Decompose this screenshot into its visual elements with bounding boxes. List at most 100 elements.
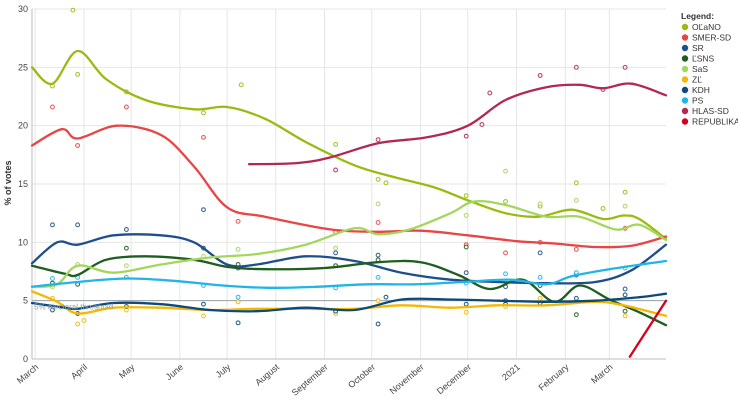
x-tick-label: December xyxy=(435,362,473,396)
poll-point-smer-sd xyxy=(573,246,579,252)
legend-label-kdh: KDH xyxy=(692,85,710,95)
trend-line-republika xyxy=(628,299,668,358)
poll-point-zl xyxy=(75,321,81,327)
poll-point-hlas-sd xyxy=(622,64,628,70)
label-layer: % of votes 5% electoral threshold xyxy=(3,160,113,311)
poll-point-smer-sd xyxy=(503,250,508,256)
poll-point-kdh xyxy=(50,307,55,313)
x-tick-label: May xyxy=(117,362,137,381)
legend-marker-lsns xyxy=(681,55,689,62)
legend-label-olano: OĽaNO xyxy=(692,22,721,32)
trend-line-kdh xyxy=(30,292,668,313)
trend-line-smer-sd xyxy=(30,124,668,249)
trend-line-olano xyxy=(30,49,668,240)
legend-label-zl: ZĽ xyxy=(692,75,702,85)
poll-point-olano xyxy=(238,82,244,88)
trend-lines-layer xyxy=(30,49,668,358)
poll-point-smer-sd xyxy=(123,104,129,110)
poll-point-olano xyxy=(70,7,76,13)
y-tick-label: 10 xyxy=(18,237,28,247)
poll-point-zl xyxy=(622,313,628,319)
poll-point-ps xyxy=(503,271,508,277)
y-tick-label: 25 xyxy=(18,62,28,72)
poll-point-hlas-sd xyxy=(463,133,469,139)
poll-point-ps xyxy=(537,274,543,280)
y-tick-label: 5 xyxy=(23,296,28,306)
legend-marker-republika xyxy=(681,118,689,125)
poll-point-smer-sd xyxy=(375,220,381,225)
legend-label-smer-sd: SMER-SD xyxy=(692,33,731,43)
legend-marker-zl xyxy=(681,76,689,83)
legend-label-hlas-sd: HLAS-SD xyxy=(692,106,729,116)
poll-point-sas xyxy=(235,246,241,252)
legend-marker-smer-sd xyxy=(681,34,689,41)
poll-point-zl xyxy=(375,298,381,304)
poll-point-sr xyxy=(463,270,469,276)
poll-point-smer-sd xyxy=(50,104,55,110)
poll-point-sas xyxy=(123,263,129,269)
poll-point-olano xyxy=(573,180,579,186)
poll-point-sr xyxy=(622,286,628,292)
legend-label-ps: PS xyxy=(692,96,704,106)
poll-point-sas xyxy=(333,245,339,251)
x-tick-label: September xyxy=(290,362,330,398)
poll-point-smer-sd xyxy=(75,143,81,148)
legend-title: Legend: xyxy=(681,11,714,21)
poll-point-zl xyxy=(463,309,469,315)
x-tick-label: August xyxy=(253,362,281,388)
x-tick-label: March xyxy=(589,362,615,386)
legend-label-sr: SR xyxy=(692,43,704,53)
x-tick-label: April xyxy=(69,362,89,381)
poll-point-sas xyxy=(375,201,381,207)
poll-point-olano xyxy=(503,199,508,204)
poll-point-zl xyxy=(81,318,87,323)
poll-point-hlas-sd xyxy=(487,90,493,96)
poll-point-kdh xyxy=(383,294,389,300)
x-tick-label: October xyxy=(346,362,377,390)
poll-point-sas xyxy=(503,168,508,174)
poll-point-hlas-sd xyxy=(479,122,485,127)
trend-line-lsns xyxy=(30,255,668,327)
poll-point-zl xyxy=(537,295,543,301)
trend-line-sr xyxy=(30,233,668,285)
legend-marker-sr xyxy=(681,44,689,52)
legend: Legend: OĽaNOSMER-SDSRĽSNSSaSZĽKDHPSHLAS… xyxy=(681,11,738,127)
x-tick-label: July xyxy=(214,362,233,380)
poll-point-sr xyxy=(123,227,129,232)
poll-point-olano xyxy=(600,206,606,211)
legend-label-republika: REPUBLIKA xyxy=(692,117,738,127)
x-tick-label: November xyxy=(388,362,426,396)
legend-marker-ps xyxy=(681,97,689,104)
poll-point-sas xyxy=(622,203,628,209)
legend-marker-sas xyxy=(681,65,689,73)
threshold-label: 5% electoral threshold xyxy=(34,303,113,312)
legend-marker-hlas-sd xyxy=(681,107,689,115)
poll-point-olano xyxy=(463,193,469,199)
x-tick-label: 2021 xyxy=(500,362,522,383)
x-tick-label: February xyxy=(537,362,571,393)
poll-point-sas xyxy=(463,213,469,218)
poll-point-ps xyxy=(235,294,241,300)
poll-point-ps xyxy=(50,276,55,281)
poll-point-lsns xyxy=(123,245,129,251)
poll-point-hlas-sd xyxy=(333,167,339,173)
y-axis-title: % of votes xyxy=(3,160,13,205)
poll-point-smer-sd xyxy=(201,134,206,140)
legend-label-sas: SaS xyxy=(692,64,708,74)
poll-point-sr xyxy=(201,207,206,213)
trend-line-sas xyxy=(30,199,668,288)
axis-layer: 0 5 10 15 20 25 30 March April May June July August S… xyxy=(15,4,666,398)
poll-point-lsns xyxy=(622,308,628,314)
legend-label-lsns: ĽSNS xyxy=(692,54,715,64)
y-tick-label: 20 xyxy=(18,121,28,131)
poll-point-hlas-sd xyxy=(537,73,543,78)
poll-point-olano xyxy=(75,71,81,77)
y-tick-label: 30 xyxy=(18,4,28,14)
poll-point-sr xyxy=(50,222,55,228)
poll-point-sr xyxy=(375,252,381,258)
poll-point-olano xyxy=(201,110,206,116)
poll-point-sas xyxy=(573,197,579,203)
poll-point-lsns xyxy=(573,312,579,318)
